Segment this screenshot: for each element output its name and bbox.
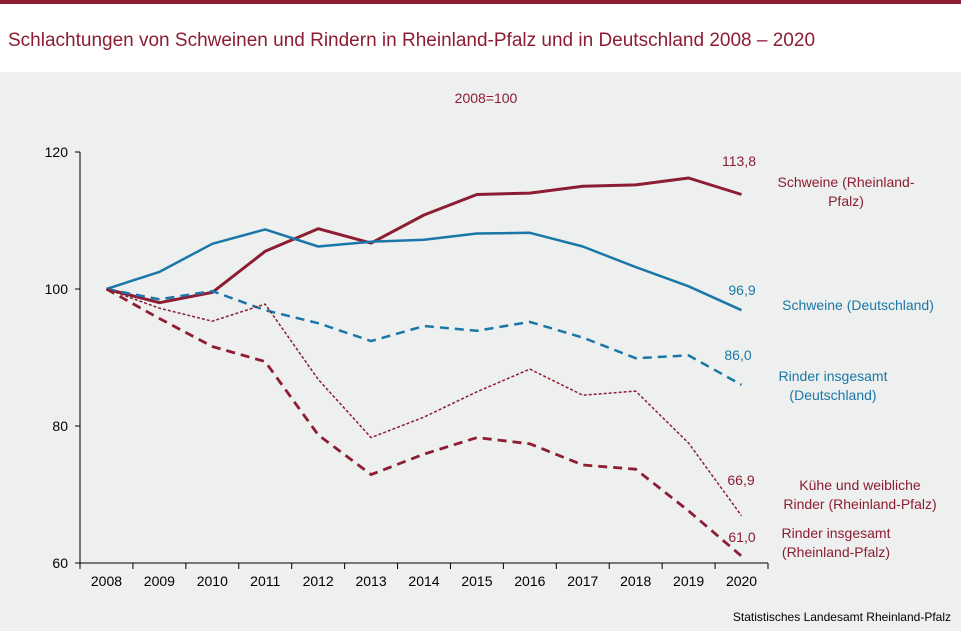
series-label: (Rheinland-Pfalz)	[782, 544, 890, 560]
header: Schlachtungen von Schweinen und Rindern …	[0, 4, 961, 72]
series-label: (Deutschland)	[789, 387, 876, 403]
series-line-k-he-und-weibliche-rinder-rheinland-pfalz	[106, 288, 743, 517]
x-tick-label: 2015	[461, 573, 492, 589]
series-line-rinder-insgesamt-deutschland	[106, 287, 743, 386]
series-label: Schweine (Deutschland)	[782, 297, 934, 313]
x-tick-label: 2011	[250, 573, 280, 589]
end-value-label: 113,8	[722, 153, 756, 169]
x-tick-label: 2008	[91, 573, 122, 589]
chart-title: Schlachtungen von Schweinen und Rindern …	[8, 30, 816, 51]
end-value-label: 61,0	[728, 529, 755, 545]
x-tick-label: 2009	[144, 573, 175, 589]
x-tick-label: 2012	[303, 573, 334, 589]
y-tick-label: 60	[52, 555, 68, 571]
x-tick-label: 2014	[408, 573, 439, 589]
x-tick-label: 2016	[514, 573, 545, 589]
end-value-label: 86,0	[724, 347, 751, 363]
chart-subtitle: 2008=100	[455, 90, 518, 106]
series-label: Rinder (Rheinland-Pfalz)	[783, 496, 936, 512]
line-chart: 2008=100 60 80 100 120 2008 2009 2010 2011 2012 20…	[45, 90, 937, 589]
series-label: Rinder insgesamt	[779, 368, 888, 384]
x-tick-label: 2010	[197, 573, 228, 589]
x-tick-label: 2018	[620, 573, 651, 589]
x-tick-label: 2013	[355, 573, 386, 589]
source-note: Statistisches Landesamt Rheinland-Pfalz	[732, 610, 951, 624]
series-line-rinder-insgesamt-rheinland-pfalz	[105, 287, 743, 558]
x-tick-label: 2017	[567, 573, 598, 589]
series-line-schweine-deutschland	[106, 228, 743, 312]
y-tick-label: 80	[52, 418, 68, 434]
series-label: Rinder insgesamt	[782, 525, 891, 541]
series-label: Schweine (Rheinland-	[778, 174, 915, 190]
end-value-label: 96,9	[728, 282, 755, 298]
series-label: Kühe und weibliche	[799, 477, 921, 493]
x-tick-label: 2020	[726, 573, 757, 589]
series-label: Pfalz)	[828, 193, 864, 209]
y-tick-label: 100	[45, 281, 69, 297]
end-value-label: 66,9	[727, 472, 754, 488]
x-tick-label: 2019	[673, 573, 704, 589]
top-rule	[0, 0, 961, 4]
y-tick-label: 120	[45, 144, 69, 160]
